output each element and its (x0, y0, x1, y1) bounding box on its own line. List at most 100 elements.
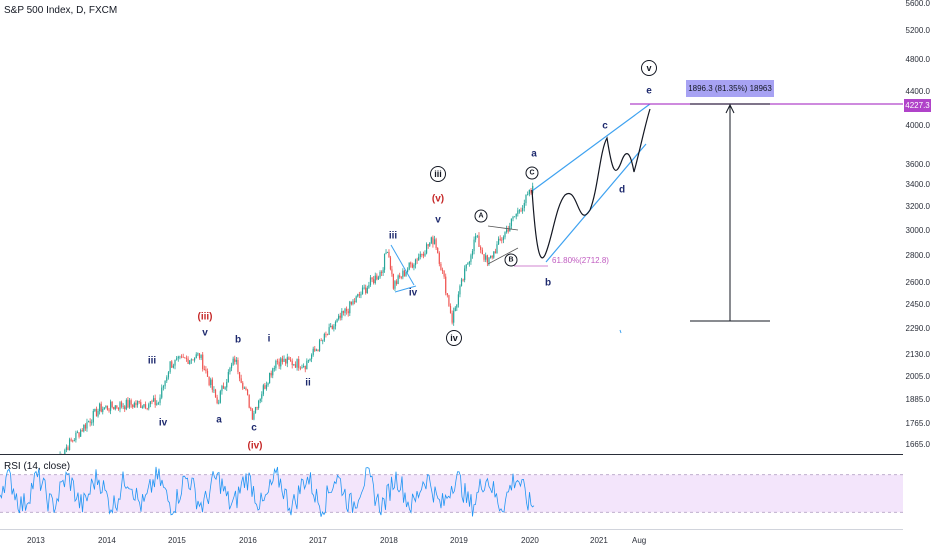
wave-label-c-2: c (602, 120, 608, 132)
candle-body (152, 398, 155, 402)
candle-body (301, 367, 303, 369)
price-tick: 4000.0 (905, 121, 930, 131)
candle-body (433, 239, 436, 245)
pane-separator[interactable] (0, 454, 932, 455)
candle-body (72, 440, 74, 442)
time-axis-line (0, 529, 903, 530)
candle-body (494, 251, 496, 254)
candle-body (78, 432, 80, 437)
candle-body (149, 401, 151, 405)
candle-body (280, 358, 282, 367)
candle-body (135, 402, 137, 406)
candle-body (470, 255, 472, 262)
candle-body (352, 301, 354, 305)
candle-body (523, 203, 525, 209)
price-pane[interactable] (0, 0, 903, 454)
candle-body (410, 262, 412, 265)
candle-body (64, 449, 66, 454)
time-tick: 2014 (98, 536, 116, 545)
price-tick: 5200.0 (905, 25, 930, 35)
candle-body (203, 369, 205, 370)
candle-body (127, 399, 129, 408)
candle-body (471, 251, 474, 256)
candle-body (330, 325, 332, 328)
fib-label: 61.80%(2712.8) (552, 256, 609, 265)
candle-body (108, 409, 110, 411)
candle-body (293, 364, 295, 366)
wave-label-iv-circled: iv (446, 330, 462, 346)
candle-body (200, 354, 202, 359)
candle-body (350, 301, 352, 305)
wave-label-C: C (525, 166, 539, 180)
candle-body (182, 356, 184, 358)
triangle-line (487, 225, 519, 231)
candle-body (299, 367, 301, 369)
candle-body (344, 308, 346, 313)
candle-body (338, 315, 340, 320)
candle-body (174, 359, 176, 366)
candle-body (411, 264, 413, 268)
candle-body (311, 354, 313, 359)
time-tick: 2018 (380, 536, 398, 545)
candle-body (130, 400, 132, 405)
candle-body (111, 401, 113, 408)
candle-body (285, 358, 287, 364)
triangle-line (487, 247, 519, 265)
candle-body (489, 255, 492, 258)
candle-body (269, 372, 271, 384)
candle-body (407, 269, 409, 273)
price-tick: 3600.0 (905, 159, 930, 169)
candle-body (422, 254, 425, 256)
candle-body (267, 383, 269, 385)
candle-body (445, 276, 447, 294)
wave-label-B: B (504, 253, 518, 267)
candle-body (365, 287, 367, 294)
candle-body (522, 208, 524, 212)
candle-body (304, 366, 306, 370)
candle-body (504, 232, 506, 238)
candle-body (361, 287, 364, 295)
wave-label-iii-big: (iii) (197, 311, 213, 323)
rsi-line (0, 466, 535, 517)
candle-body (493, 251, 495, 258)
candle-body (283, 358, 285, 362)
price-axis[interactable]: 5600.0 5200.0 4800.0 4400.0 4000.0 3600.0 3400… (903, 0, 932, 550)
candle-body (67, 447, 69, 451)
candle-body (454, 307, 456, 312)
candle-body (437, 248, 439, 253)
price-tick: 4400.0 (905, 86, 930, 96)
candle-body (421, 253, 423, 255)
rsi-pane[interactable]: 75.0050.0025.00 (0, 455, 903, 529)
candle-body (456, 304, 458, 308)
candle-body (146, 407, 148, 409)
candle-body (518, 210, 521, 212)
candle-body (358, 294, 360, 296)
candle-body (246, 389, 249, 395)
candle-body (289, 359, 292, 361)
candle-body (211, 379, 213, 390)
candle-body (499, 238, 501, 240)
candle-body (198, 353, 201, 359)
candle-body (460, 279, 463, 286)
candle-body (179, 356, 181, 358)
candle-body (357, 294, 359, 297)
candle-body (530, 189, 532, 193)
candle-body (368, 284, 370, 288)
wave-label-b-2: b (544, 277, 552, 289)
candle-body (206, 371, 209, 377)
candle-body (528, 189, 530, 195)
candle-body (128, 400, 131, 408)
candle-body (435, 239, 437, 249)
measure-arrow-head (725, 103, 735, 114)
candle-body (114, 405, 116, 410)
price-tick: 4800.0 (905, 55, 930, 65)
candle-body (475, 236, 477, 240)
candle-body (214, 389, 217, 398)
candle-body (298, 358, 300, 368)
candle-body (122, 406, 124, 408)
candle-body (480, 246, 482, 250)
candle-body (151, 401, 153, 403)
candle-body (218, 402, 220, 404)
candle-body (512, 216, 514, 219)
